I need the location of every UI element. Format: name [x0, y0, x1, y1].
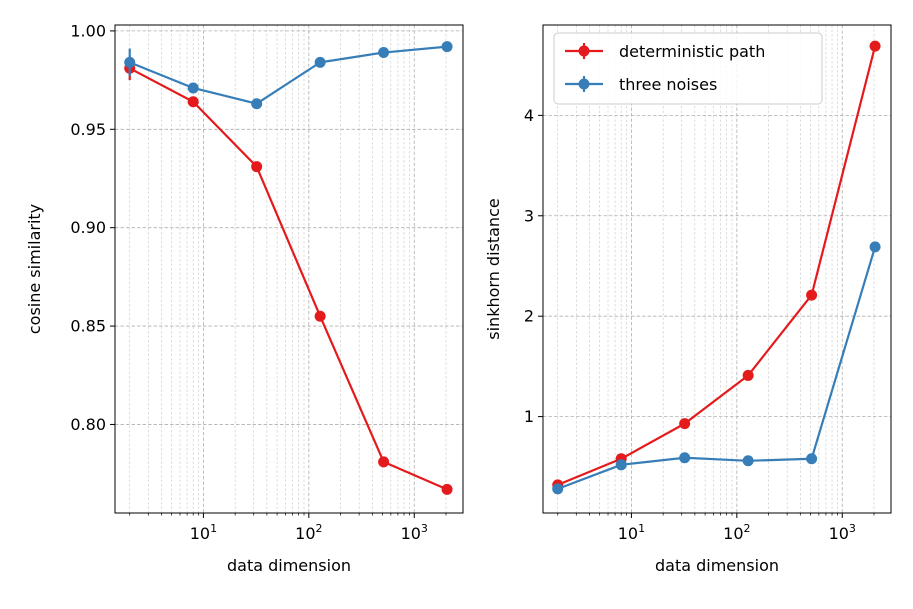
p0-data-point [251, 98, 263, 110]
p1-data-point [552, 483, 564, 495]
p0-x-tick-base: 10 [401, 524, 421, 543]
p0-data-point [441, 41, 453, 53]
p1-data-point [679, 452, 691, 464]
p1-grid [543, 25, 891, 516]
p0-x-tick-exp: 2 [316, 522, 323, 535]
p1-x-tick-exp: 3 [849, 522, 856, 535]
p0-x-axis-label: data dimension [227, 556, 351, 575]
p0-series-line-deterministic-path [129, 67, 448, 491]
p0-y-tick-label: 0.80 [70, 415, 106, 434]
p0-x-tick-label: 102 [295, 522, 322, 543]
p0-y-tick-label: 0.95 [70, 120, 106, 139]
p1-x-tick-base: 10 [618, 524, 638, 543]
p0-axes-frame [114, 24, 464, 514]
p0-data-point [314, 310, 326, 322]
p0-data-point [251, 161, 263, 173]
p1-x-tick-exp: 1 [638, 522, 645, 535]
p1-x-tick-exp: 2 [744, 522, 751, 535]
p1-x-tick-base: 10 [723, 524, 743, 543]
p0-x-tick-label: 103 [401, 522, 428, 543]
p1-data-point [806, 289, 818, 301]
p1-x-axis-label: data dimension [655, 556, 779, 575]
p1-legend-box [553, 32, 823, 105]
p0-x-tick-exp: 3 [421, 522, 428, 535]
p1-legend: deterministic path three noises [553, 32, 823, 105]
p1-x-tick-label: 101 [618, 522, 645, 543]
p1-series-line-deterministic-path [557, 45, 877, 486]
p0-series-deterministic-path [124, 56, 453, 495]
p1-axes-frame [542, 24, 892, 514]
p1-legend-marker-deterministic-path [578, 45, 590, 57]
p0-data-point [378, 47, 390, 59]
p0-y-tick-label: 0.85 [70, 317, 106, 336]
p1-x-tick-base: 10 [829, 524, 849, 543]
p1-data-point [679, 418, 691, 430]
p1-y-tick-label: 1 [524, 407, 534, 426]
p0-series-line-three-noises [129, 45, 448, 105]
p0-x-tick-base: 10 [190, 524, 210, 543]
p0-x-tick-label: 101 [190, 522, 217, 543]
p0-data-point [124, 56, 136, 68]
p0-grid [115, 25, 463, 516]
p0-y-tick-label: 0.90 [70, 218, 106, 237]
p1-legend-marker-three-noises [578, 78, 590, 90]
p1-data-point [742, 369, 754, 381]
p1-x-tick-label: 103 [829, 522, 856, 543]
p0-data-point [378, 456, 390, 468]
p0-y-axis-label: cosine similarity [25, 204, 44, 334]
p0-data-point [187, 96, 199, 108]
p1-series-deterministic-path [552, 40, 881, 491]
p0-x-tick-exp: 1 [210, 522, 217, 535]
p0-data-point [187, 82, 199, 94]
p1-data-point [869, 241, 881, 253]
p1-series-line-three-noises [557, 246, 877, 490]
p1-data-point [742, 455, 754, 467]
p0-x-tick-base: 10 [295, 524, 315, 543]
p1-y-tick-label: 3 [524, 206, 534, 225]
p1-data-point [869, 40, 881, 52]
p0-data-point [441, 483, 453, 495]
p1-legend-label-deterministic-path: deterministic path [619, 42, 765, 61]
p0-y-tick-label: 1.00 [70, 21, 106, 40]
p0-data-point [314, 56, 326, 68]
p1-y-tick-label: 4 [524, 106, 534, 125]
p1-data-point [615, 459, 627, 471]
p1-data-point [806, 453, 818, 465]
p1-legend-label-three-noises: three noises [619, 75, 717, 94]
p0-series-three-noises [124, 41, 453, 110]
p1-y-axis-label: sinkhorn distance [484, 198, 503, 339]
p1-y-tick-label: 2 [524, 307, 534, 326]
p1-series-three-noises [552, 241, 881, 495]
p1-x-tick-label: 102 [723, 522, 750, 543]
